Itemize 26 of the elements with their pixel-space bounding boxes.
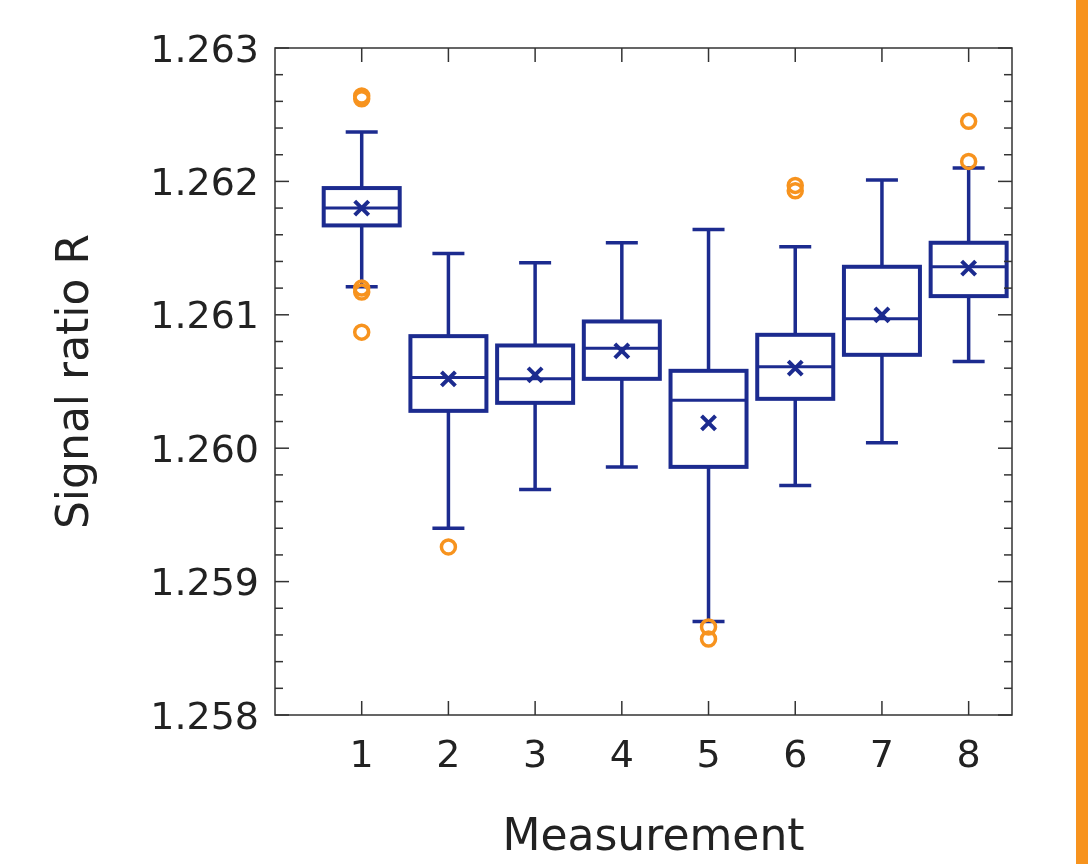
y-tick-label: 1.260: [150, 426, 259, 471]
x-tick-label: 5: [696, 732, 721, 776]
point: [699, 618, 718, 636]
x-tick-label: 7: [869, 732, 895, 776]
point: [352, 323, 371, 341]
y-tick-label: 1.263: [150, 26, 259, 71]
y-tick-label: 1.261: [150, 293, 259, 338]
y-axis-title: Signal ratio R: [47, 233, 98, 530]
x-tick-label: 6: [783, 732, 808, 776]
x-tick-label: 4: [609, 732, 634, 776]
x-tick-label: 8: [956, 732, 981, 776]
point: [699, 630, 718, 648]
point: [352, 279, 371, 297]
y-tick-label: 1.259: [150, 560, 259, 605]
x-axis-title: Measurement: [502, 809, 805, 860]
point: [352, 283, 371, 301]
point: [786, 176, 804, 195]
x-tick-label: 1: [349, 732, 374, 776]
point: [439, 538, 458, 556]
point: [959, 152, 978, 171]
x-tick-label: 3: [523, 732, 548, 776]
point: [959, 112, 978, 131]
point: [786, 181, 804, 200]
y-tick-label: 1.258: [150, 693, 259, 738]
x-tick-label: 2: [436, 732, 461, 776]
y-tick-label: 1.262: [150, 160, 259, 205]
